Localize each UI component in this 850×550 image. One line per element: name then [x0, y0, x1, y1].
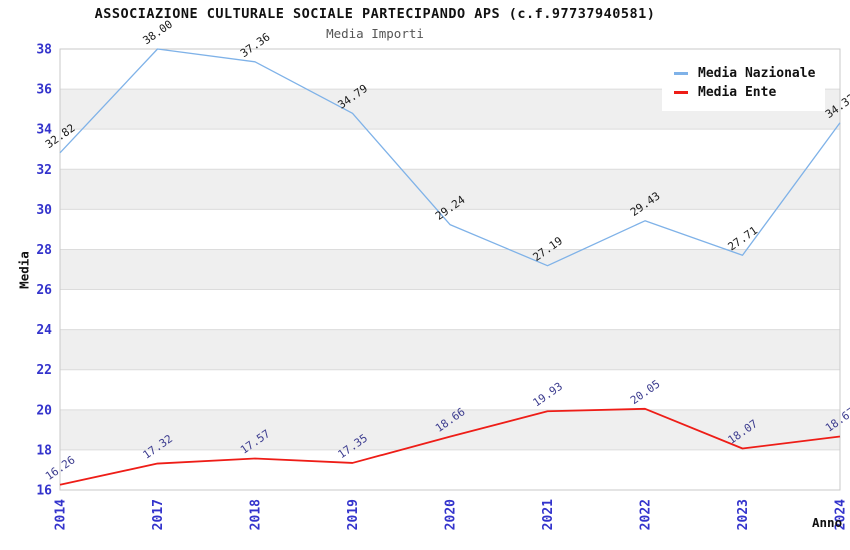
y-tick-label: 30: [36, 203, 52, 218]
title-block: ASSOCIAZIONE CULTURALE SOCIALE PARTECIPA…: [0, 6, 750, 41]
series-line-0[interactable]: [59, 48, 841, 267]
band-row: [60, 409, 840, 450]
y-axis-title: Media: [16, 251, 32, 289]
legend-swatch-line-icon: [674, 91, 688, 94]
x-tick-label: 2023: [736, 499, 751, 530]
y-tick-label: 20: [36, 403, 52, 418]
legend-item-0[interactable]: Media Nazionale: [674, 66, 815, 81]
y-tick-label: 36: [36, 83, 52, 98]
y-tick-label: 24: [36, 323, 52, 338]
legend-label: Media Ente: [698, 85, 777, 100]
y-tick-label: 34: [36, 123, 52, 138]
band-row: [60, 249, 840, 290]
x-tick-label: 2024: [834, 499, 849, 530]
x-tick-label: 2022: [639, 499, 654, 530]
point-label: 20.05: [628, 377, 663, 407]
x-axis-title: Anno: [812, 515, 843, 530]
x-tick-label: 2019: [346, 499, 361, 530]
y-tick-label: 28: [36, 243, 52, 258]
legend-item-1[interactable]: Media Ente: [674, 85, 815, 100]
x-tick-label: 2018: [249, 499, 264, 530]
y-tick-label: 22: [36, 363, 52, 378]
y-tick-label: 18: [36, 443, 52, 458]
legend-swatch-line-icon: [674, 72, 688, 75]
band-row: [60, 169, 840, 210]
point-label: 19.93: [530, 380, 565, 410]
x-tick-label: 2020: [444, 499, 459, 530]
legend: Media Nazionale Media Ente: [662, 55, 826, 111]
y-tick-label: 32: [36, 163, 52, 178]
series-line-1[interactable]: [59, 407, 841, 486]
y-tick-label: 26: [36, 283, 52, 298]
chart-subtitle: Media Importi: [326, 26, 424, 41]
y-tick-label: 16: [36, 484, 52, 499]
y-tick-label: 38: [36, 43, 52, 58]
band-row: [60, 329, 840, 370]
chart-title: ASSOCIAZIONE CULTURALE SOCIALE PARTECIPA…: [94, 6, 656, 22]
plot-border: [59, 48, 841, 491]
x-tick-label: 2014: [54, 499, 69, 530]
legend-label: Media Nazionale: [698, 66, 816, 81]
x-tick-label: 2021: [541, 499, 556, 530]
x-tick-label: 2017: [151, 499, 166, 530]
